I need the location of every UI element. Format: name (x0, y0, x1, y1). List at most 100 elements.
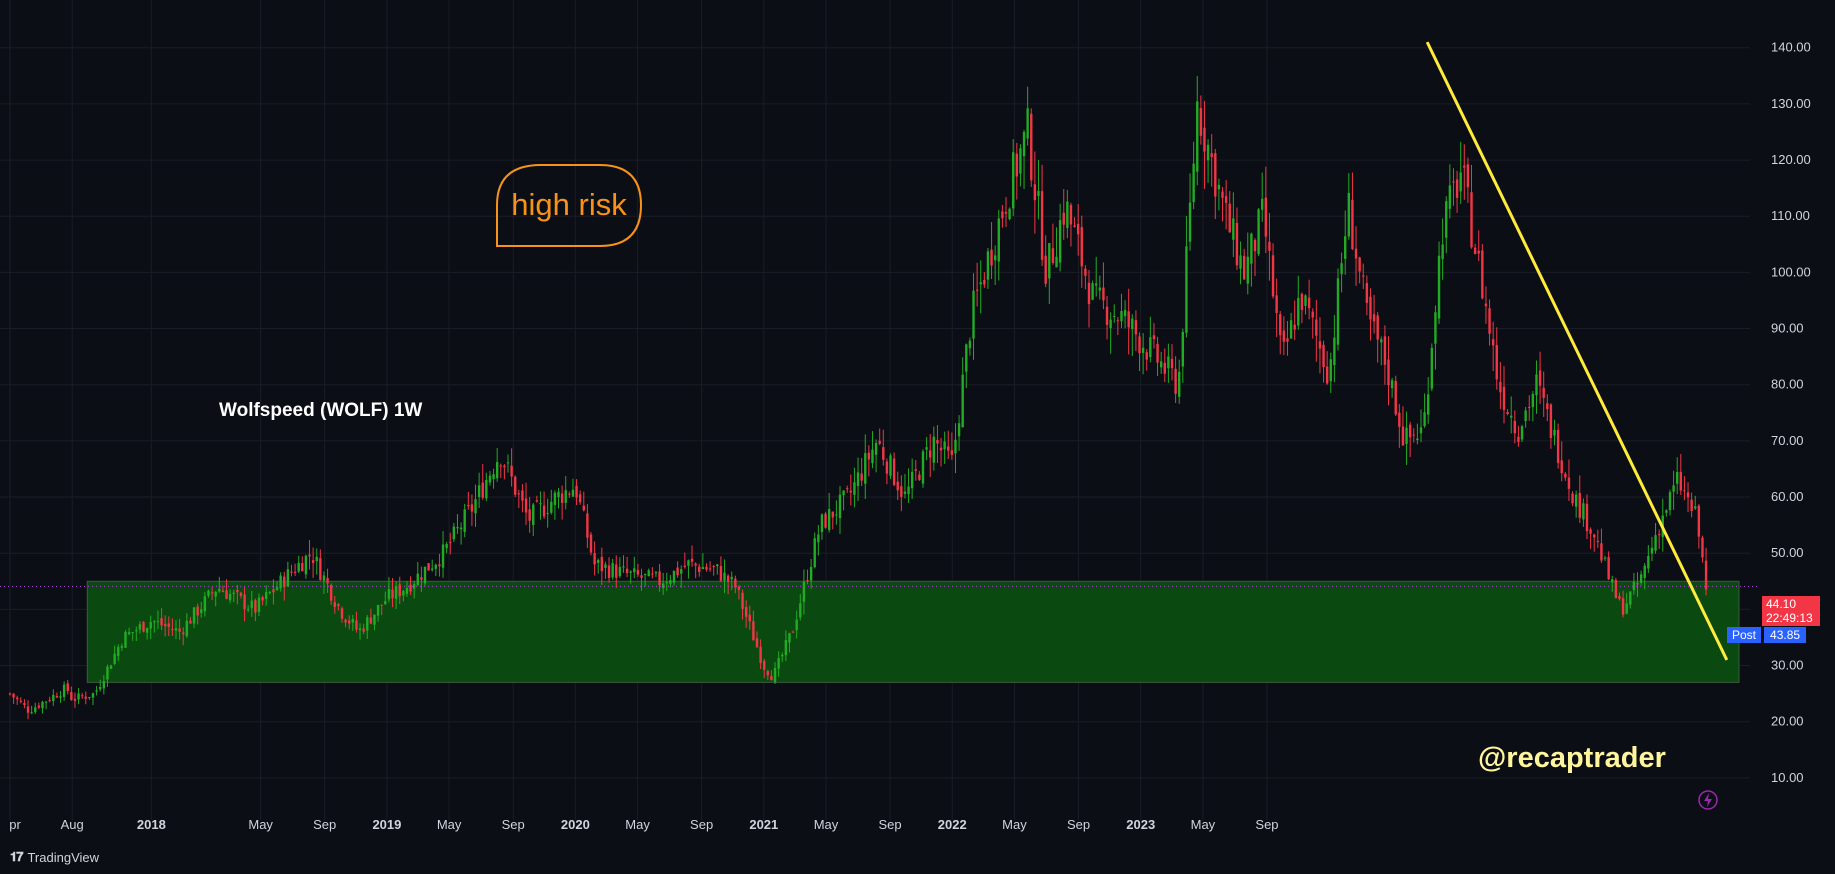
candle-body (1585, 503, 1589, 532)
candle-body (95, 690, 98, 692)
candle-body (163, 624, 167, 627)
candle-body (781, 654, 784, 657)
candle-body (698, 566, 701, 572)
candle-body (1412, 434, 1415, 436)
candle-body (1683, 490, 1686, 492)
candle-body (1286, 338, 1289, 342)
y-tick-label: 130.00 (1771, 96, 1811, 111)
candle-body (553, 492, 557, 505)
candle-body (1510, 415, 1513, 418)
candle-body (1390, 380, 1394, 389)
candle-body (423, 566, 427, 584)
candle-body (1665, 510, 1668, 513)
candle-body (261, 597, 264, 601)
candle-body (394, 586, 398, 599)
candle-body (647, 570, 650, 577)
candle-body (1632, 581, 1636, 591)
candle-body (1199, 108, 1203, 136)
candle-body (207, 590, 210, 596)
candle-body (301, 563, 304, 572)
candle-body (903, 491, 907, 494)
candle-body (109, 665, 113, 669)
candle-body (66, 683, 69, 692)
lightning-icon[interactable] (1698, 790, 1718, 810)
candle-body (1304, 295, 1307, 306)
candle-body (1372, 314, 1376, 322)
candle-body (542, 505, 546, 517)
candle-body (492, 474, 495, 479)
candle-body (1170, 358, 1174, 369)
candle-body (8, 693, 12, 695)
candle-body (719, 566, 723, 581)
y-axis[interactable]: 10.0020.0030.0040.0050.0060.0070.0080.00… (1771, 40, 1811, 785)
candle-body (23, 703, 26, 705)
candle-body (1113, 315, 1116, 317)
candle-body (1686, 492, 1690, 498)
candle-body (1531, 393, 1535, 408)
candle-body (896, 481, 899, 491)
candle-body (975, 289, 979, 291)
candle-body (1473, 247, 1477, 254)
trendline[interactable] (1425, 41, 1729, 661)
candle-body (683, 565, 687, 568)
candle-body (257, 597, 261, 612)
candle-body (503, 465, 506, 468)
candle-body (1232, 218, 1235, 240)
x-axis[interactable]: pr Aug 2018 May Sep 2019 May Sep 2020 May Sep 2021 M… (9, 817, 1278, 832)
candle-body (838, 494, 842, 519)
candle-body (1311, 311, 1314, 318)
candle-body (1192, 163, 1195, 203)
candle-body (629, 571, 632, 573)
candle-body (1636, 582, 1639, 585)
candle-body (651, 573, 654, 575)
candlestick-chart[interactable]: 10.0020.0030.0040.0050.0060.0070.0080.00… (0, 0, 1835, 840)
candle-body (846, 488, 849, 490)
candle-body (499, 465, 502, 467)
x-tick-label: May (625, 817, 650, 832)
candle-body (1318, 341, 1322, 349)
candle-body (167, 623, 170, 627)
candle-body (1123, 309, 1127, 317)
candle-body (1048, 243, 1051, 279)
x-tick-label: May (437, 817, 462, 832)
candle-body (1300, 293, 1304, 310)
x-tick-label: Sep (690, 817, 713, 832)
candle-body (1466, 164, 1470, 188)
candle-body (1401, 426, 1405, 446)
candle-body (1445, 201, 1448, 238)
candle-body (275, 587, 279, 590)
candle-body (929, 450, 932, 458)
candle-body (1513, 420, 1517, 434)
candle-body (835, 514, 838, 516)
candle-body (921, 451, 925, 484)
candle-body (1549, 404, 1553, 439)
candle-body (615, 564, 618, 578)
candle-body (145, 627, 149, 633)
candle-body (232, 592, 235, 594)
candle-body (1156, 343, 1159, 363)
candle-body (723, 572, 726, 581)
candle-body (239, 592, 243, 596)
candle-body (1535, 374, 1538, 396)
candle-body (1690, 499, 1693, 511)
candle-body (1701, 537, 1704, 558)
candle-body (889, 455, 892, 476)
high-risk-callout[interactable]: high risk (496, 164, 643, 247)
candle-body (694, 563, 697, 566)
tradingview-logo-icon: 𝟏𝟕 (10, 849, 24, 864)
x-tick-label: pr (9, 817, 21, 832)
post-market-badge: Post (1727, 627, 1762, 643)
y-tick-label: 120.00 (1771, 152, 1811, 167)
candle-body (997, 218, 1000, 262)
candle-body (174, 628, 178, 631)
candle-body (463, 509, 466, 532)
tradingview-logo[interactable]: 𝟏𝟕 TradingView (10, 849, 99, 865)
candle-body (633, 568, 636, 573)
candle-body (939, 447, 943, 451)
candle-body (358, 628, 362, 631)
candle-body (254, 600, 257, 613)
candle-body (622, 566, 625, 568)
candle-body (1369, 296, 1372, 320)
candle-body (117, 647, 120, 656)
candle-body (1437, 255, 1441, 319)
